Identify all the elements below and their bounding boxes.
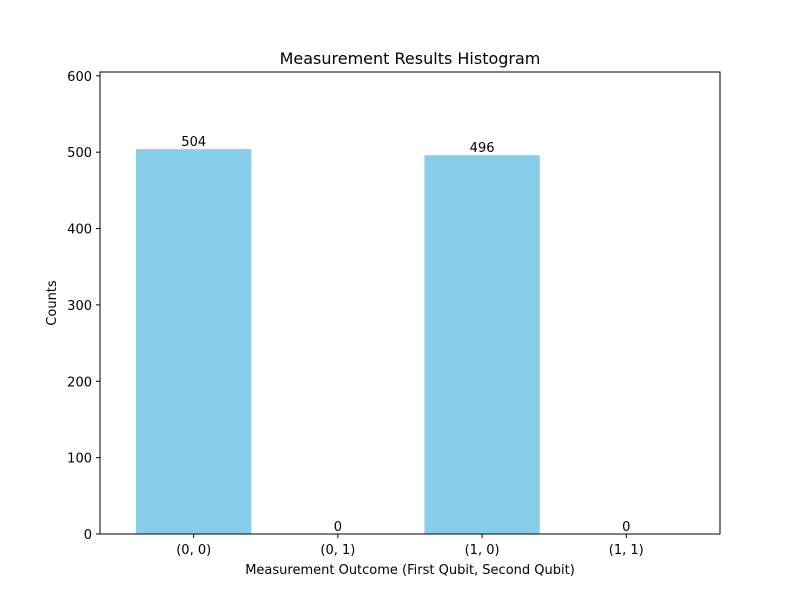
x-axis: (0, 0) (0, 1) (1, 0) (1, 1) [176,534,644,558]
y-tick-label-5: 500 [67,146,92,161]
x-axis-label: Measurement Outcome (First Qubit, Second… [245,563,575,578]
bars-group [136,149,540,535]
x-tick-label-1: (0, 1) [320,543,355,558]
bar-value-label-0: 504 [181,135,206,150]
y-tick-label-1: 100 [67,452,92,467]
x-tick-label-0: (0, 0) [176,543,211,558]
bar-value-label-1: 0 [334,520,342,535]
y-tick-label-0: 0 [84,528,92,543]
chart-title: Measurement Results Histogram [280,49,541,68]
bar-value-label-2: 496 [470,141,495,156]
bar-value-label-3: 0 [622,520,630,535]
bar-2 [424,155,540,534]
plot-frame [99,71,721,535]
y-tick-label-4: 400 [67,223,92,238]
y-tick-label-2: 200 [67,375,92,390]
bar-0 [136,149,252,535]
data-labels-group: 504 0 496 0 [181,135,630,535]
y-tick-label-6: 600 [67,70,92,85]
x-tick-label-2: (1, 0) [465,543,500,558]
y-tick-label-3: 300 [67,299,92,314]
y-axis: 0 100 200 300 400 500 600 [67,70,100,543]
y-axis-label: Counts [45,280,60,326]
x-tick-label-3: (1, 1) [609,543,644,558]
